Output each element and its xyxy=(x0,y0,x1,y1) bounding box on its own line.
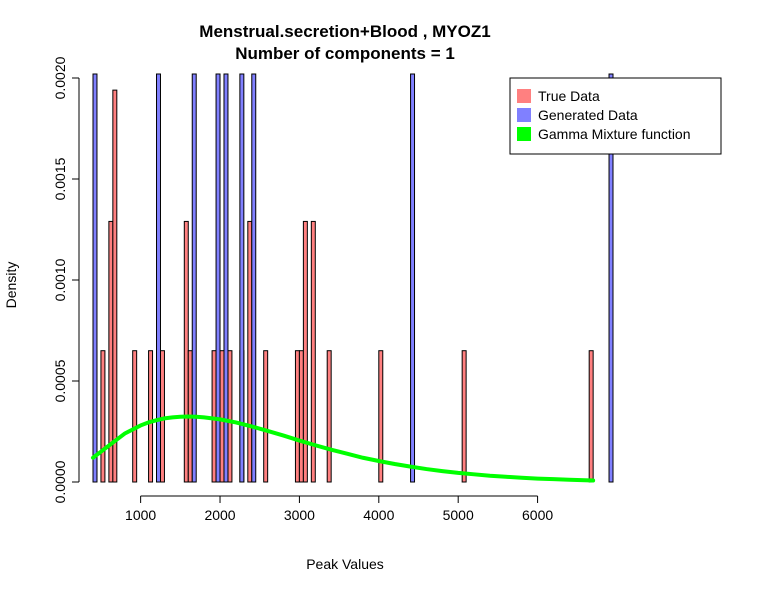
true-data-bar xyxy=(302,220,308,483)
y-tick-label: 0.0015 xyxy=(52,157,68,200)
generated-data-bar xyxy=(92,73,98,483)
generated-data-bar xyxy=(239,73,245,483)
true-data-bar xyxy=(461,350,467,483)
chart-title-line2: Number of components = 1 xyxy=(235,44,455,63)
generated-data-bar xyxy=(156,73,161,483)
legend-swatch xyxy=(517,127,531,141)
true-data-bar xyxy=(588,350,594,483)
true-data-bar xyxy=(298,350,304,483)
true-data-bar xyxy=(378,350,384,483)
y-tick-label: 0.0010 xyxy=(52,258,68,301)
chart-title-line1: Menstrual.secretion+Blood , MYOZ1 xyxy=(199,22,490,41)
true-data-bar xyxy=(294,350,300,483)
y-tick-label: 0.0020 xyxy=(52,56,68,99)
true-data-bar xyxy=(219,350,225,483)
true-data-bar xyxy=(132,350,138,483)
generated-data-bar xyxy=(410,73,416,483)
generated-data-bar xyxy=(608,73,614,483)
true-data-bar xyxy=(100,350,106,483)
generated-data-bar xyxy=(251,73,257,483)
legend-label: Generated Data xyxy=(538,107,638,123)
true-data-bar xyxy=(211,350,217,483)
x-axis-label: Peak Values xyxy=(306,556,384,572)
x-tick-label: 6000 xyxy=(522,507,553,523)
true-data-bar xyxy=(159,350,165,483)
legend-box xyxy=(509,77,722,155)
x-axis: 1000 2000 3000 4000 5000 6000 xyxy=(125,495,553,523)
chart-title: Menstrual.secretion+Blood , MYOZ1 Number… xyxy=(199,22,490,63)
legend: True Data Generated Data Gamma Mixture fun… xyxy=(509,77,722,155)
true-data-bar xyxy=(112,89,118,483)
x-tick-label: 4000 xyxy=(363,507,394,523)
x-tick-label: 1000 xyxy=(125,507,156,523)
true-data-bar xyxy=(247,220,253,483)
generated-data-bars xyxy=(92,73,614,483)
y-axis-label: Density xyxy=(3,262,19,309)
legend-label: True Data xyxy=(538,88,600,104)
generated-data-bar xyxy=(215,73,221,483)
true-data-bar xyxy=(183,220,189,483)
y-tick-label: 0.0000 xyxy=(52,460,68,503)
true-data-bar xyxy=(263,350,269,483)
generated-data-bar xyxy=(191,73,197,483)
true-data-bar xyxy=(227,350,233,483)
true-data-bar xyxy=(148,350,154,483)
y-axis: 0.0000 0.0005 0.0010 0.0015 0.0020 xyxy=(52,56,80,503)
x-tick-label: 3000 xyxy=(284,507,315,523)
gamma-mixture-curve xyxy=(91,414,596,483)
legend-label: Gamma Mixture function xyxy=(538,126,691,142)
true-data-bar xyxy=(310,220,316,483)
true-data-bar xyxy=(326,350,332,483)
y-tick-label: 0.0005 xyxy=(52,359,68,402)
legend-swatch xyxy=(517,89,531,103)
x-tick-label: 2000 xyxy=(204,507,235,523)
x-tick-label: 5000 xyxy=(443,507,474,523)
generated-data-bar xyxy=(223,73,229,483)
legend-swatch xyxy=(517,108,531,122)
